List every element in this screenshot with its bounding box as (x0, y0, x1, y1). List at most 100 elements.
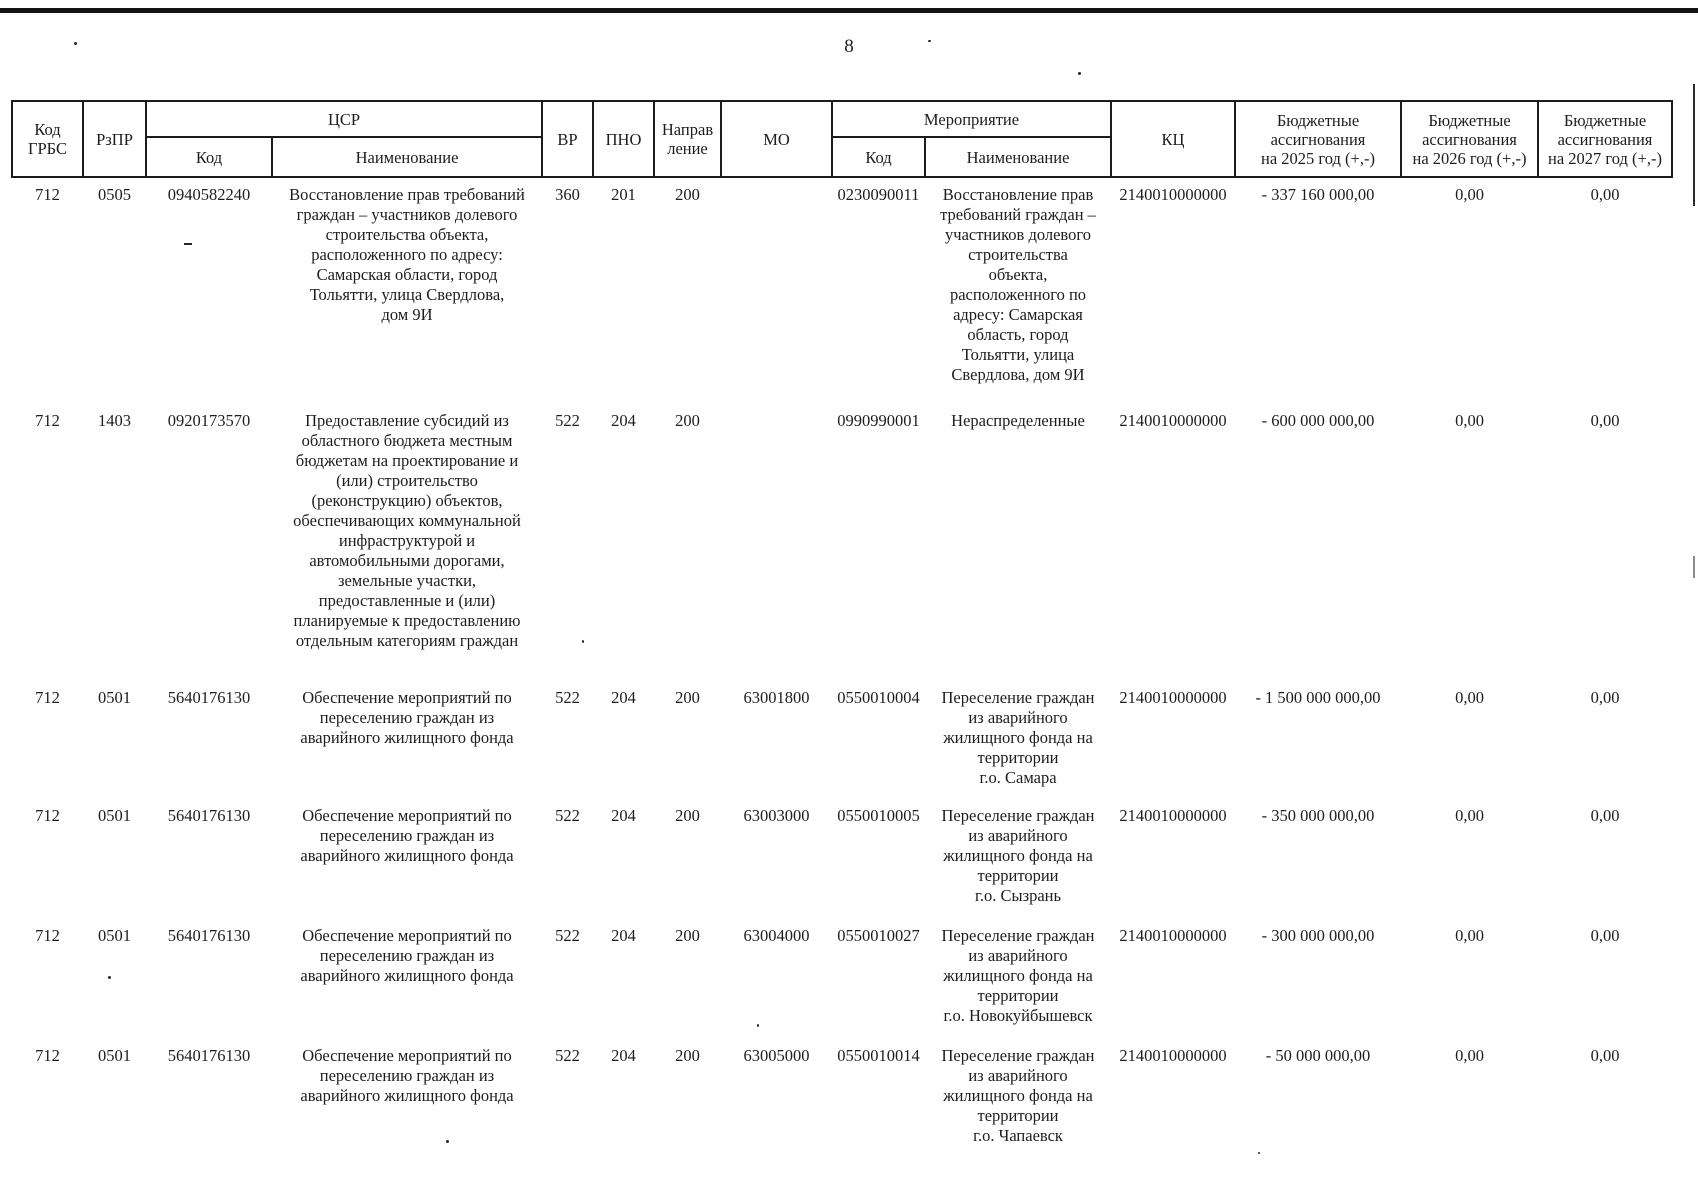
header-csr: ЦСР (145, 100, 543, 138)
cell-event-code: 0550010027 (837, 926, 920, 945)
cell-mo: 63001800 (743, 688, 810, 707)
cell-budget-2026: 0,00 (1455, 926, 1484, 945)
cell-budget-2026: 0,00 (1455, 411, 1484, 430)
cell-kc: 2140010000000 (1119, 926, 1227, 945)
scan-top-bar-artifact (0, 8, 1698, 13)
cell-csr-name: Восстановление прав требований граждан –… (289, 185, 525, 324)
scan-speck (582, 640, 584, 643)
cell-budget-2027: 0,00 (1590, 926, 1620, 945)
cell-csr-code: 0920173570 (167, 411, 251, 430)
cell-budget-2026: 0,00 (1455, 688, 1484, 707)
cell-pno: 204 (611, 411, 636, 430)
cell-napravlenie: 200 (675, 688, 700, 707)
cell-event-code: 0230090011 (837, 185, 920, 204)
cell-event-name: Нераспределенные (951, 411, 1085, 430)
header-mo: МО (720, 100, 833, 178)
scan-edge-line (1693, 84, 1695, 206)
cell-napravlenie: 200 (675, 1046, 700, 1065)
cell-vr: 522 (555, 688, 580, 707)
cell-budget-2025: - 1 500 000 000,00 (1255, 688, 1381, 707)
cell-event-name: Переселение граждан из аварийного жилищн… (941, 926, 1095, 1025)
table-row: 712 0505 0940582240 Восстановление прав … (12, 177, 1672, 404)
cell-csr-name: Обеспечение мероприятий по переселению г… (300, 806, 514, 865)
cell-kc: 2140010000000 (1119, 688, 1227, 707)
cell-budget-2026: 0,00 (1455, 806, 1484, 825)
cell-mo (721, 404, 832, 681)
cell-vr: 522 (555, 926, 580, 945)
header-kod-grbs: Код ГРБС (11, 100, 84, 178)
table-row: 712 0501 5640176130 Обеспечение мероприя… (12, 681, 1672, 799)
cell-csr-code: 5640176130 (167, 926, 251, 945)
table-row: 712 1403 0920173570 Предоставление субси… (12, 404, 1672, 681)
cell-kod-grbs: 712 (35, 806, 60, 825)
cell-budget-2027: 0,00 (1590, 1046, 1620, 1065)
cell-csr-name: Обеспечение мероприятий по переселению г… (300, 688, 514, 747)
header-csr-name: Наименование (271, 136, 543, 178)
scan-speck (1258, 1152, 1260, 1154)
header-kc: КЦ (1110, 100, 1236, 178)
table-row: 712 0501 5640176130 Обеспечение мероприя… (12, 799, 1672, 919)
scan-speck (446, 1140, 449, 1143)
cell-budget-2027: 0,00 (1590, 185, 1620, 204)
scan-speck (1078, 72, 1081, 75)
cell-event-name: Восстановление прав требований граждан –… (940, 185, 1096, 384)
cell-pno: 204 (611, 688, 636, 707)
cell-mo: 63004000 (743, 926, 810, 945)
cell-event-code: 0550010004 (837, 688, 920, 707)
cell-kc: 2140010000000 (1119, 411, 1227, 430)
cell-budget-2025: - 350 000 000,00 (1261, 806, 1375, 825)
header-event-code: Код (831, 136, 926, 178)
cell-napravlenie: 200 (675, 411, 700, 430)
cell-kod-grbs: 712 (35, 185, 60, 204)
header-budget-2025: Бюджетные ассигнования на 2025 год (+,-) (1234, 100, 1402, 178)
cell-event-code: 0550010005 (837, 806, 920, 825)
header-napravlenie: Направ ление (653, 100, 722, 178)
cell-event-name: Переселение граждан из аварийного жилищн… (941, 688, 1095, 787)
cell-kod-grbs: 712 (35, 926, 60, 945)
cell-kod-grbs: 712 (35, 1046, 60, 1065)
cell-csr-name: Предоставление субсидий из областного бю… (293, 411, 521, 650)
scan-edge-line (1693, 556, 1695, 578)
header-event-name: Наименование (924, 136, 1112, 178)
cell-kc: 2140010000000 (1119, 1046, 1227, 1065)
header-budget-2027: Бюджетные ассигнования на 2027 год (+,-) (1537, 100, 1673, 178)
cell-csr-code: 5640176130 (167, 1046, 251, 1065)
cell-rzpr: 0505 (98, 185, 131, 204)
header-pno: ПНО (592, 100, 655, 178)
cell-budget-2025: - 337 160 000,00 (1261, 185, 1375, 204)
cell-budget-2027: 0,00 (1590, 806, 1620, 825)
table-row: 712 0501 5640176130 Обеспечение мероприя… (12, 919, 1672, 1039)
cell-event-code: 0550010014 (837, 1046, 920, 1065)
cell-kc: 2140010000000 (1119, 185, 1227, 204)
cell-vr: 522 (555, 1046, 580, 1065)
cell-budget-2025: - 300 000 000,00 (1261, 926, 1375, 945)
cell-event-code: 0990990001 (837, 411, 920, 430)
header-vr: ВР (541, 100, 594, 178)
scan-speck (184, 243, 192, 245)
header-rzpr: РзПР (82, 100, 147, 178)
table-header: Код ГРБС РзПР ЦСР ВР ПНО Направ ление МО… (11, 100, 1673, 178)
header-meropriyatie: Мероприятие (831, 100, 1112, 138)
scan-speck (757, 1024, 759, 1027)
scan-speck (928, 40, 931, 42)
cell-csr-code: 0940582240 (167, 185, 251, 204)
cell-mo: 63003000 (743, 806, 810, 825)
cell-rzpr: 0501 (98, 1046, 131, 1065)
cell-vr: 522 (555, 411, 580, 430)
cell-pno: 204 (611, 1046, 636, 1065)
cell-rzpr: 0501 (98, 806, 131, 825)
cell-kc: 2140010000000 (1119, 806, 1227, 825)
scan-speck (108, 976, 111, 979)
cell-pno: 204 (611, 926, 636, 945)
cell-pno: 201 (611, 185, 636, 204)
cell-event-name: Переселение граждан из аварийного жилищн… (941, 1046, 1095, 1145)
cell-budget-2025: - 600 000 000,00 (1261, 411, 1375, 430)
cell-event-name: Переселение граждан из аварийного жилищн… (941, 806, 1095, 905)
cell-vr: 522 (555, 806, 580, 825)
cell-vr: 360 (555, 185, 580, 204)
cell-budget-2026: 0,00 (1455, 1046, 1484, 1065)
cell-napravlenie: 200 (675, 926, 700, 945)
header-csr-code: Код (145, 136, 273, 178)
page-number: 8 (844, 36, 854, 57)
